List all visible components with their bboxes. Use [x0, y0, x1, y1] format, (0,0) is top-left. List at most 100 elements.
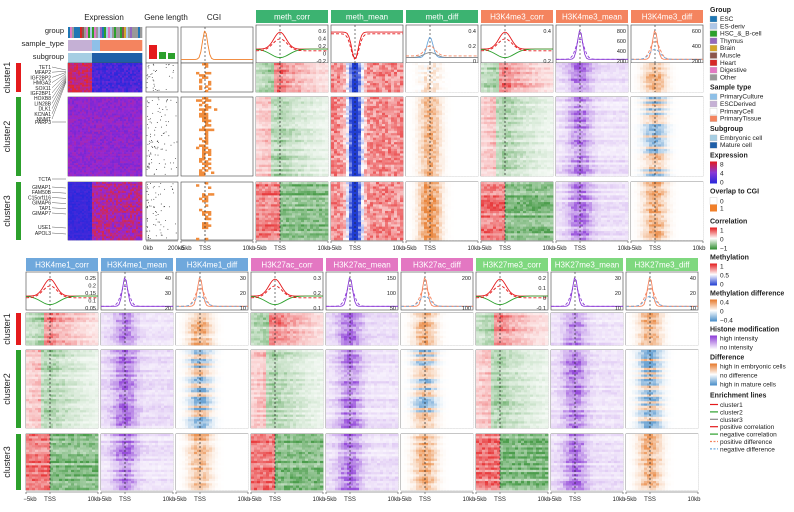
expression-cell: [130, 99, 132, 101]
expression-cell: [116, 88, 118, 90]
expression-cell: [104, 76, 106, 78]
expression-cell: [114, 115, 116, 117]
expression-cell: [90, 72, 92, 74]
expression-cell: [106, 87, 108, 89]
expression-cell: [136, 121, 138, 123]
expression-cell: [128, 112, 130, 114]
expression-cell: [132, 114, 134, 116]
expression-cell: [108, 79, 110, 81]
expression-cell: [72, 63, 74, 65]
expression-cell: [116, 110, 118, 112]
expression-cell: [92, 103, 94, 105]
expression-cell: [94, 119, 96, 121]
expression-cell: [84, 106, 86, 108]
expression-cell: [122, 78, 124, 80]
expression-cell: [112, 78, 114, 80]
expression-cell: [110, 65, 112, 67]
expression-cell: [82, 97, 84, 99]
expression-cell: [90, 63, 92, 65]
expression-cell: [100, 87, 102, 89]
expression-cell: [94, 114, 96, 116]
expression-cell: [132, 104, 134, 106]
expression-cell: [114, 63, 116, 65]
expression-cell: [92, 90, 94, 92]
expression-cell: [106, 88, 108, 90]
expression-cell: [118, 103, 120, 105]
sample-type-annotation-cell: [136, 40, 138, 51]
expression-cell: [128, 108, 130, 110]
expression-cell: [100, 74, 102, 76]
expression-title: Expression: [84, 13, 124, 22]
expression-cell: [128, 72, 130, 74]
subgroup-annotation-cell: [128, 53, 130, 63]
expression-cell: [94, 63, 96, 65]
expression-cell: [126, 72, 128, 74]
expression-cell: [102, 119, 104, 121]
expression-cell: [84, 70, 86, 72]
expression-cell: [86, 114, 88, 116]
expression-cell: [132, 125, 134, 127]
expression-cell: [74, 78, 76, 80]
expression-cell: [72, 110, 74, 112]
expression-cell: [108, 121, 110, 123]
expression-cell: [92, 108, 94, 110]
expression-cell: [114, 88, 116, 90]
expression-cell: [136, 97, 138, 99]
expression-cell: [128, 88, 130, 90]
expression-cell: [134, 90, 136, 92]
expression-cell: [122, 108, 124, 110]
expression-cell: [118, 99, 120, 101]
expression-cell: [94, 90, 96, 92]
expression-cell: [104, 79, 106, 81]
group-annotation-cell: [140, 27, 142, 38]
expression-cell: [102, 79, 104, 81]
expression-cell: [112, 117, 114, 119]
expression-cell: [110, 74, 112, 76]
expression-cell: [88, 81, 90, 83]
expression-cell: [126, 85, 128, 87]
expression-cell: [122, 117, 124, 119]
expression-cell: [100, 63, 102, 65]
expression-cell: [114, 87, 116, 89]
expression-cell: [72, 68, 74, 70]
expression-cell: [74, 110, 76, 112]
expression-cell: [76, 74, 78, 76]
subgroup-annotation-cell: [82, 53, 84, 63]
expression-cell: [136, 106, 138, 108]
expression-cell: [122, 70, 124, 72]
expression-cell: [130, 78, 132, 80]
expression-cell: [134, 101, 136, 103]
expression-cell: [134, 67, 136, 69]
subgroup-annotation-cell: [102, 53, 104, 63]
expression-cell: [110, 112, 112, 114]
expression-cell: [136, 90, 138, 92]
expression-cell: [124, 72, 126, 74]
expression-cell: [126, 104, 128, 106]
expression-cell: [108, 110, 110, 112]
expression-cell: [132, 88, 134, 90]
expression-cell: [80, 126, 82, 128]
subgroup-annotation-cell: [106, 53, 108, 63]
expression-cell: [94, 108, 96, 110]
sample-type-annotation-cell: [134, 40, 136, 51]
expression-cell: [134, 88, 136, 90]
expression-cell: [92, 110, 94, 112]
group-annotation-cell: [138, 27, 140, 38]
expression-cell: [126, 87, 128, 89]
expression-cell: [96, 125, 98, 127]
expression-cell: [90, 78, 92, 80]
expression-cell: [122, 72, 124, 74]
expression-cell: [134, 104, 136, 106]
expression-cell: [116, 115, 118, 117]
expression-cell: [138, 110, 140, 112]
expression-cell: [82, 125, 84, 127]
expression-cell: [110, 119, 112, 121]
expression-cell: [70, 70, 72, 72]
sample-type-annotation-cell: [80, 40, 82, 51]
expression-cell: [110, 63, 112, 65]
subgroup-annotation-cell: [138, 53, 140, 63]
expression-cell: [86, 87, 88, 89]
expression-cell: [90, 110, 92, 112]
expression-cell: [106, 123, 108, 125]
expression-cell: [84, 117, 86, 119]
